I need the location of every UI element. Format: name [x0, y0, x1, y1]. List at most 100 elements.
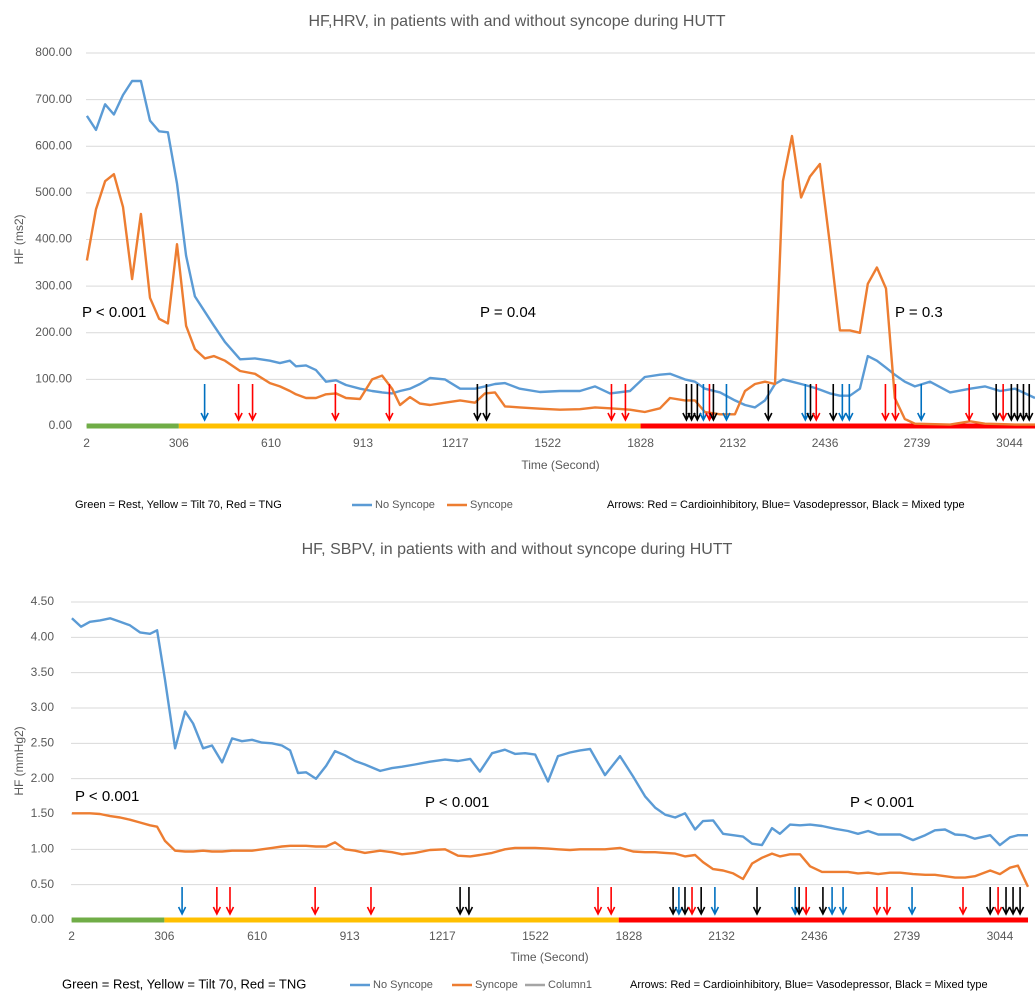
event-arrow — [872, 887, 882, 916]
legend-label: Column1 — [548, 979, 592, 991]
event-arrow — [891, 384, 900, 422]
y-axis-title: HF (mmHg2) — [12, 726, 26, 795]
event-arrow — [1025, 384, 1034, 422]
event-arrow — [845, 384, 854, 422]
y-tick-label: 0.00 — [49, 418, 73, 432]
phase-bar — [640, 423, 1035, 429]
event-arrow — [710, 887, 720, 916]
x-tick-label: 3044 — [996, 436, 1023, 450]
event-arrow — [838, 887, 848, 916]
event-arrow — [225, 887, 235, 916]
x-tick-label: 913 — [340, 929, 360, 943]
p-value-annotation: P < 0.001 — [75, 788, 139, 805]
event-arrow — [366, 887, 376, 916]
phase-bar — [164, 917, 619, 923]
event-arrow — [607, 384, 616, 422]
event-arrow — [827, 887, 837, 916]
arrow-legend: Arrows: Red = Cardioinhibitory, Blue= Va… — [630, 979, 988, 991]
event-arrow — [482, 384, 491, 422]
series-line — [85, 134, 1035, 426]
legend-label: Syncope — [475, 979, 518, 991]
event-arrow — [385, 384, 394, 422]
chart-title: HF,HRV, in patients with and without syn… — [308, 13, 725, 30]
event-arrow — [593, 887, 603, 916]
phase-bar — [86, 423, 179, 429]
event-arrow — [1019, 384, 1028, 422]
event-arrow — [964, 384, 974, 422]
x-tick-label: 2132 — [719, 436, 746, 450]
x-tick-label: 3044 — [987, 929, 1014, 943]
chart-title: HF, SBPV, in patients with and without s… — [302, 541, 733, 558]
phase-legend: Green = Rest, Yellow = Tilt 70, Red = TN… — [75, 499, 282, 511]
event-arrow — [881, 384, 890, 422]
x-tick-label: 2739 — [904, 436, 931, 450]
y-tick-label: 3.00 — [31, 700, 55, 714]
y-tick-label: 100.00 — [35, 372, 72, 386]
event-arrow — [1015, 887, 1025, 916]
p-value-annotation: P < 0.001 — [850, 794, 914, 811]
event-arrow — [709, 384, 718, 422]
event-arrow — [234, 384, 243, 422]
event-arrow — [882, 887, 892, 916]
phase-legend: Green = Rest, Yellow = Tilt 70, Red = TN… — [62, 976, 306, 991]
event-arrow — [455, 887, 465, 916]
event-arrow — [1007, 384, 1016, 422]
event-arrow — [674, 887, 684, 916]
y-tick-label: 0.50 — [31, 877, 55, 891]
x-tick-label: 2436 — [801, 929, 828, 943]
y-tick-label: 400.00 — [35, 232, 72, 246]
x-axis-title: Time (Second) — [510, 950, 588, 964]
event-arrow — [829, 384, 838, 422]
x-tick-label: 913 — [353, 436, 373, 450]
event-arrow — [722, 384, 731, 422]
p-value-annotation: P = 0.3 — [895, 304, 943, 321]
event-arrow — [907, 887, 917, 916]
x-tick-label: 2132 — [708, 929, 735, 943]
x-tick-label: 306 — [169, 436, 189, 450]
x-tick-label: 1522 — [522, 929, 549, 943]
event-arrow — [801, 887, 811, 916]
x-tick-label: 610 — [247, 929, 267, 943]
x-tick-label: 1828 — [627, 436, 654, 450]
x-tick-label: 2 — [68, 929, 75, 943]
event-arrow — [752, 887, 762, 916]
event-arrow — [917, 384, 926, 422]
event-arrow — [693, 384, 702, 422]
series-line — [71, 812, 1030, 888]
event-arrow — [958, 887, 968, 916]
phase-bar — [71, 917, 165, 923]
y-tick-label: 2.00 — [31, 771, 55, 785]
event-arrow — [473, 384, 482, 422]
event-arrow — [464, 887, 474, 916]
event-arrow — [668, 887, 678, 916]
x-tick-label: 2 — [83, 436, 90, 450]
event-arrow — [696, 887, 706, 916]
event-arrow — [248, 384, 257, 422]
y-tick-label: 1.00 — [31, 842, 55, 856]
event-arrow — [606, 887, 616, 916]
y-tick-label: 0.00 — [31, 912, 55, 926]
x-tick-label: 1522 — [534, 436, 561, 450]
event-arrow — [806, 384, 815, 422]
y-tick-label: 4.00 — [31, 630, 55, 644]
x-tick-label: 1828 — [615, 929, 642, 943]
y-tick-label: 3.50 — [31, 665, 55, 679]
x-tick-label: 1217 — [442, 436, 469, 450]
event-arrow — [812, 384, 821, 422]
event-arrow — [764, 384, 773, 422]
series-line — [85, 79, 1035, 409]
x-axis-title: Time (Second) — [521, 458, 599, 472]
event-arrow — [991, 384, 1001, 422]
event-arrow — [687, 384, 696, 422]
y-tick-label: 300.00 — [35, 278, 72, 292]
legend-label: No Syncope — [373, 979, 433, 991]
event-arrow — [310, 887, 320, 916]
event-arrow — [331, 384, 340, 422]
y-tick-label: 4.50 — [31, 594, 55, 608]
phase-bar — [178, 423, 641, 429]
event-arrow — [699, 384, 708, 422]
event-arrow — [993, 887, 1003, 916]
p-value-annotation: P < 0.001 — [425, 794, 489, 811]
event-arrow — [621, 384, 630, 422]
